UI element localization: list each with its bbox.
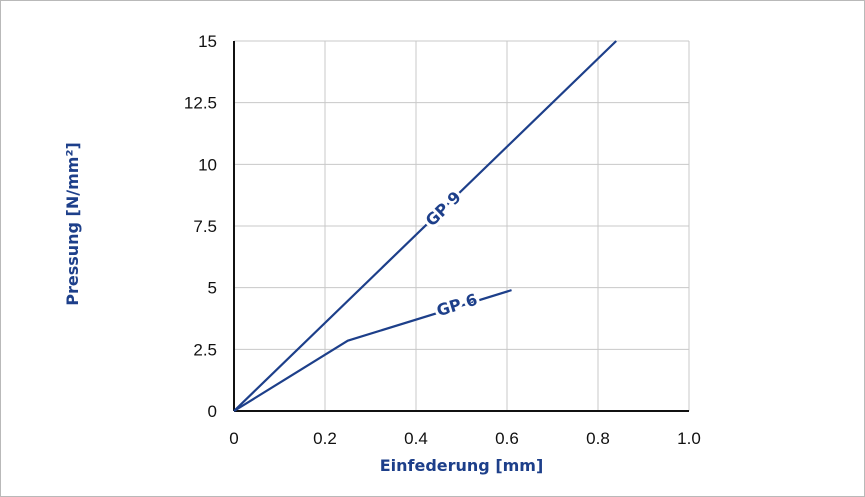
y-tick-label: 7.5 [193,217,217,236]
series-line-gp-9 [233,40,617,412]
y-tick-labels: 0 2.5 5 7.5 10 12.5 15 [184,32,217,421]
y-tick-label: 0 [208,402,217,421]
x-tick-label: 0.2 [313,429,337,448]
y-tick-label: 10 [198,155,217,174]
x-tick-label: 0.6 [495,429,519,448]
y-tick-label: 15 [198,32,217,51]
grid [234,40,690,411]
series-lines [233,40,617,412]
x-tick-label: 0 [229,429,238,448]
series-labels: GP 9GP 6 [419,184,483,323]
x-tick-label: 0.4 [404,429,428,448]
axes [233,41,689,412]
y-tick-label: 12.5 [184,94,217,113]
series-label-gp-6: GP 6 [434,290,479,320]
x-tick-label: 1.0 [677,429,701,448]
y-tick-label: 5 [208,279,217,298]
x-tick-labels: 0 0.2 0.4 0.6 0.8 1.0 [229,429,701,448]
y-axis-title: Pressung [N/mm²] [63,142,82,306]
x-tick-label: 0.8 [586,429,610,448]
series-line-gp-6 [233,289,512,412]
x-axis-title: Einfederung [mm] [380,456,544,475]
y-tick-label: 2.5 [193,340,217,359]
